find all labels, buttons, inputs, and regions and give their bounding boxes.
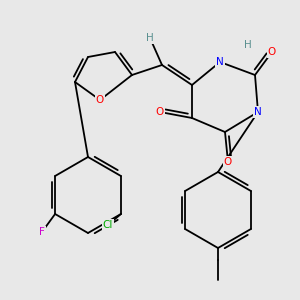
Text: F: F	[39, 227, 45, 237]
Text: H: H	[146, 33, 154, 43]
Text: H: H	[244, 40, 252, 50]
Text: O: O	[156, 107, 164, 117]
Text: O: O	[96, 95, 104, 105]
Text: O: O	[268, 47, 276, 57]
Text: N: N	[216, 57, 224, 67]
Text: O: O	[224, 157, 232, 167]
Text: Cl: Cl	[103, 220, 113, 230]
Text: N: N	[254, 107, 262, 117]
